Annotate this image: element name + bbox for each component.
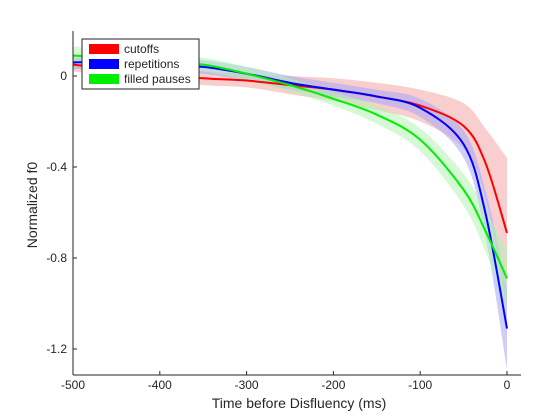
y-tick-label: -0.8 (46, 251, 67, 265)
legend-swatch-1 (89, 44, 119, 54)
legend-swatch-2 (89, 59, 119, 69)
axes (72, 31, 521, 376)
legend-label-1: cutoffs (124, 42, 159, 56)
x-tick-label: 0 (504, 378, 511, 392)
legend-label-2: repetitions (124, 57, 179, 71)
tick-labels: -500 -400 -300 -200 -100 0 0 -0.4 -0.8 -1.2 (46, 69, 510, 392)
x-axis-label: Time before Disfluency (ms) (212, 395, 387, 411)
y-axis-label: Normalized f0 (24, 162, 40, 249)
y-tick-label: 0 (60, 69, 67, 83)
x-tick-label: -400 (148, 378, 172, 392)
x-tick-label: -300 (235, 378, 259, 392)
x-tick-label: -500 (61, 378, 85, 392)
x-tick-label: -100 (408, 378, 432, 392)
y-tick-label: -0.4 (46, 160, 67, 174)
legend-swatch-3 (89, 74, 119, 84)
x-tick-label: -200 (321, 378, 345, 392)
y-tick-label: -1.2 (46, 342, 67, 356)
legend-label-3: filled pauses (124, 72, 191, 86)
tick-marks (72, 75, 508, 375)
